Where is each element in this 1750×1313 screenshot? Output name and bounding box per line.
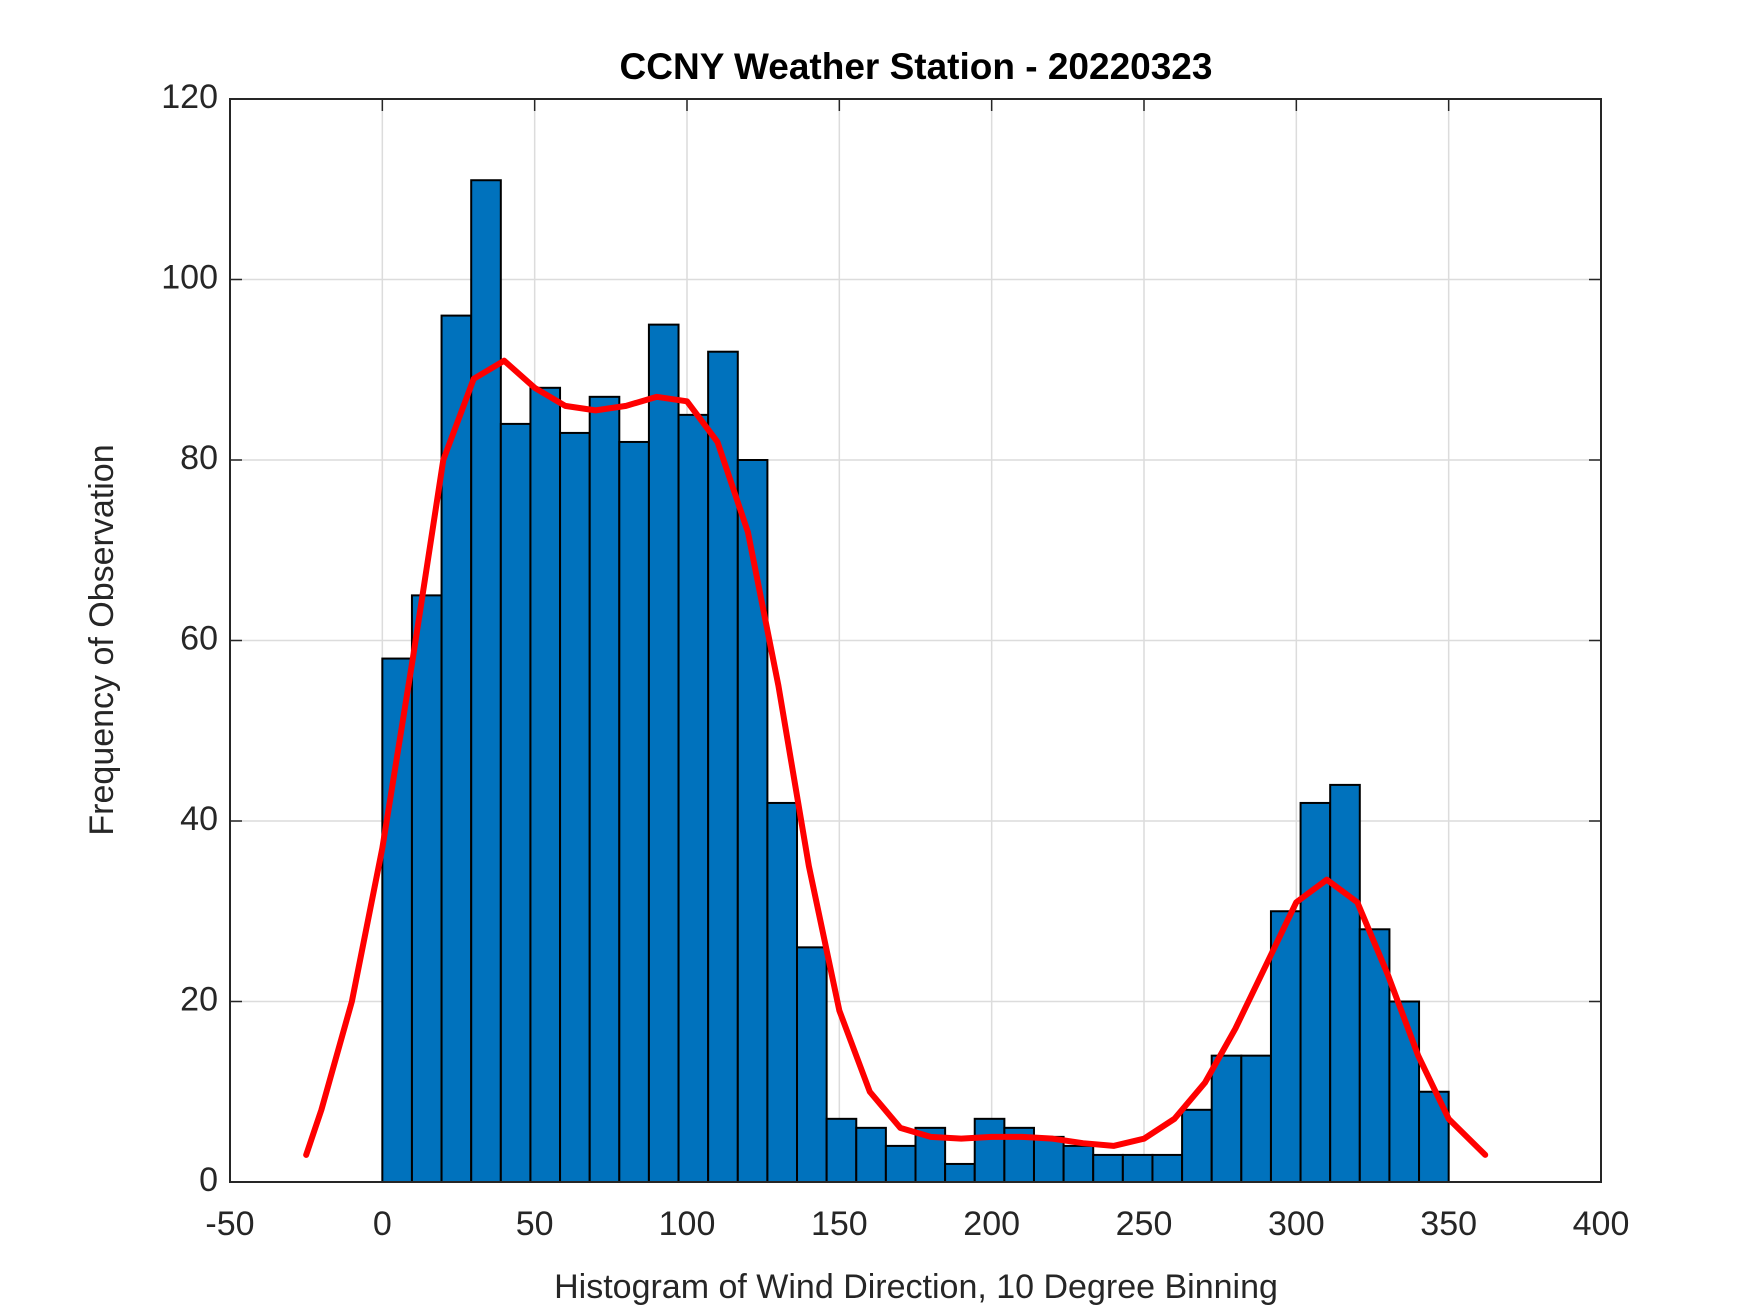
bar bbox=[1062, 1144, 1095, 1184]
bar bbox=[1299, 801, 1332, 1183]
y-tick-label: 100 bbox=[161, 258, 218, 296]
plot-frame bbox=[229, 98, 1602, 1183]
bar bbox=[499, 422, 532, 1183]
bar bbox=[973, 1117, 1006, 1183]
y-tick-label: 20 bbox=[180, 980, 218, 1018]
y-tick-label: 120 bbox=[161, 78, 218, 116]
bar bbox=[470, 179, 502, 1184]
bar bbox=[855, 1126, 887, 1183]
bar bbox=[944, 1162, 976, 1183]
bar bbox=[1032, 1135, 1065, 1183]
x-tick-label: 350 bbox=[1420, 1205, 1477, 1243]
y-tick-label: 80 bbox=[180, 439, 218, 477]
x-tick-label: 400 bbox=[1573, 1205, 1630, 1243]
bar bbox=[766, 801, 799, 1183]
bar bbox=[1121, 1153, 1154, 1184]
bar bbox=[796, 946, 828, 1183]
bar bbox=[647, 323, 680, 1183]
x-tick-label: 250 bbox=[1116, 1205, 1173, 1243]
x-tick-label: 200 bbox=[963, 1205, 1020, 1243]
x-tick-label: 0 bbox=[373, 1205, 392, 1243]
y-tick-label: 0 bbox=[199, 1161, 218, 1199]
bar bbox=[884, 1144, 917, 1184]
bar bbox=[588, 395, 621, 1183]
x-tick-label: 150 bbox=[811, 1205, 868, 1243]
y-tick-label: 40 bbox=[180, 800, 218, 838]
y-axis-label: Frequency of Observation bbox=[83, 444, 121, 835]
bar bbox=[1329, 783, 1361, 1184]
x-tick-label: -50 bbox=[205, 1205, 254, 1243]
y-tick-label: 60 bbox=[180, 619, 218, 657]
bar bbox=[529, 386, 562, 1183]
bar bbox=[707, 350, 739, 1183]
x-tick-label: 100 bbox=[659, 1205, 716, 1243]
fit-line bbox=[303, 357, 1489, 1158]
bar bbox=[1151, 1153, 1184, 1184]
bar bbox=[1210, 1054, 1243, 1184]
x-axis-label: Histogram of Wind Direction, 10 Degree B… bbox=[554, 1268, 1278, 1306]
bar bbox=[618, 440, 650, 1183]
bar bbox=[559, 431, 591, 1183]
bar bbox=[825, 1117, 858, 1183]
bar bbox=[1181, 1108, 1213, 1184]
x-tick-label: 50 bbox=[516, 1205, 554, 1243]
bar bbox=[410, 594, 443, 1183]
bar bbox=[1092, 1153, 1124, 1184]
bar bbox=[1388, 1000, 1421, 1183]
bar bbox=[677, 413, 710, 1183]
chart-title: CCNY Weather Station - 20220323 bbox=[620, 46, 1213, 87]
bar bbox=[1240, 1054, 1272, 1184]
x-tick-label: 300 bbox=[1268, 1205, 1325, 1243]
